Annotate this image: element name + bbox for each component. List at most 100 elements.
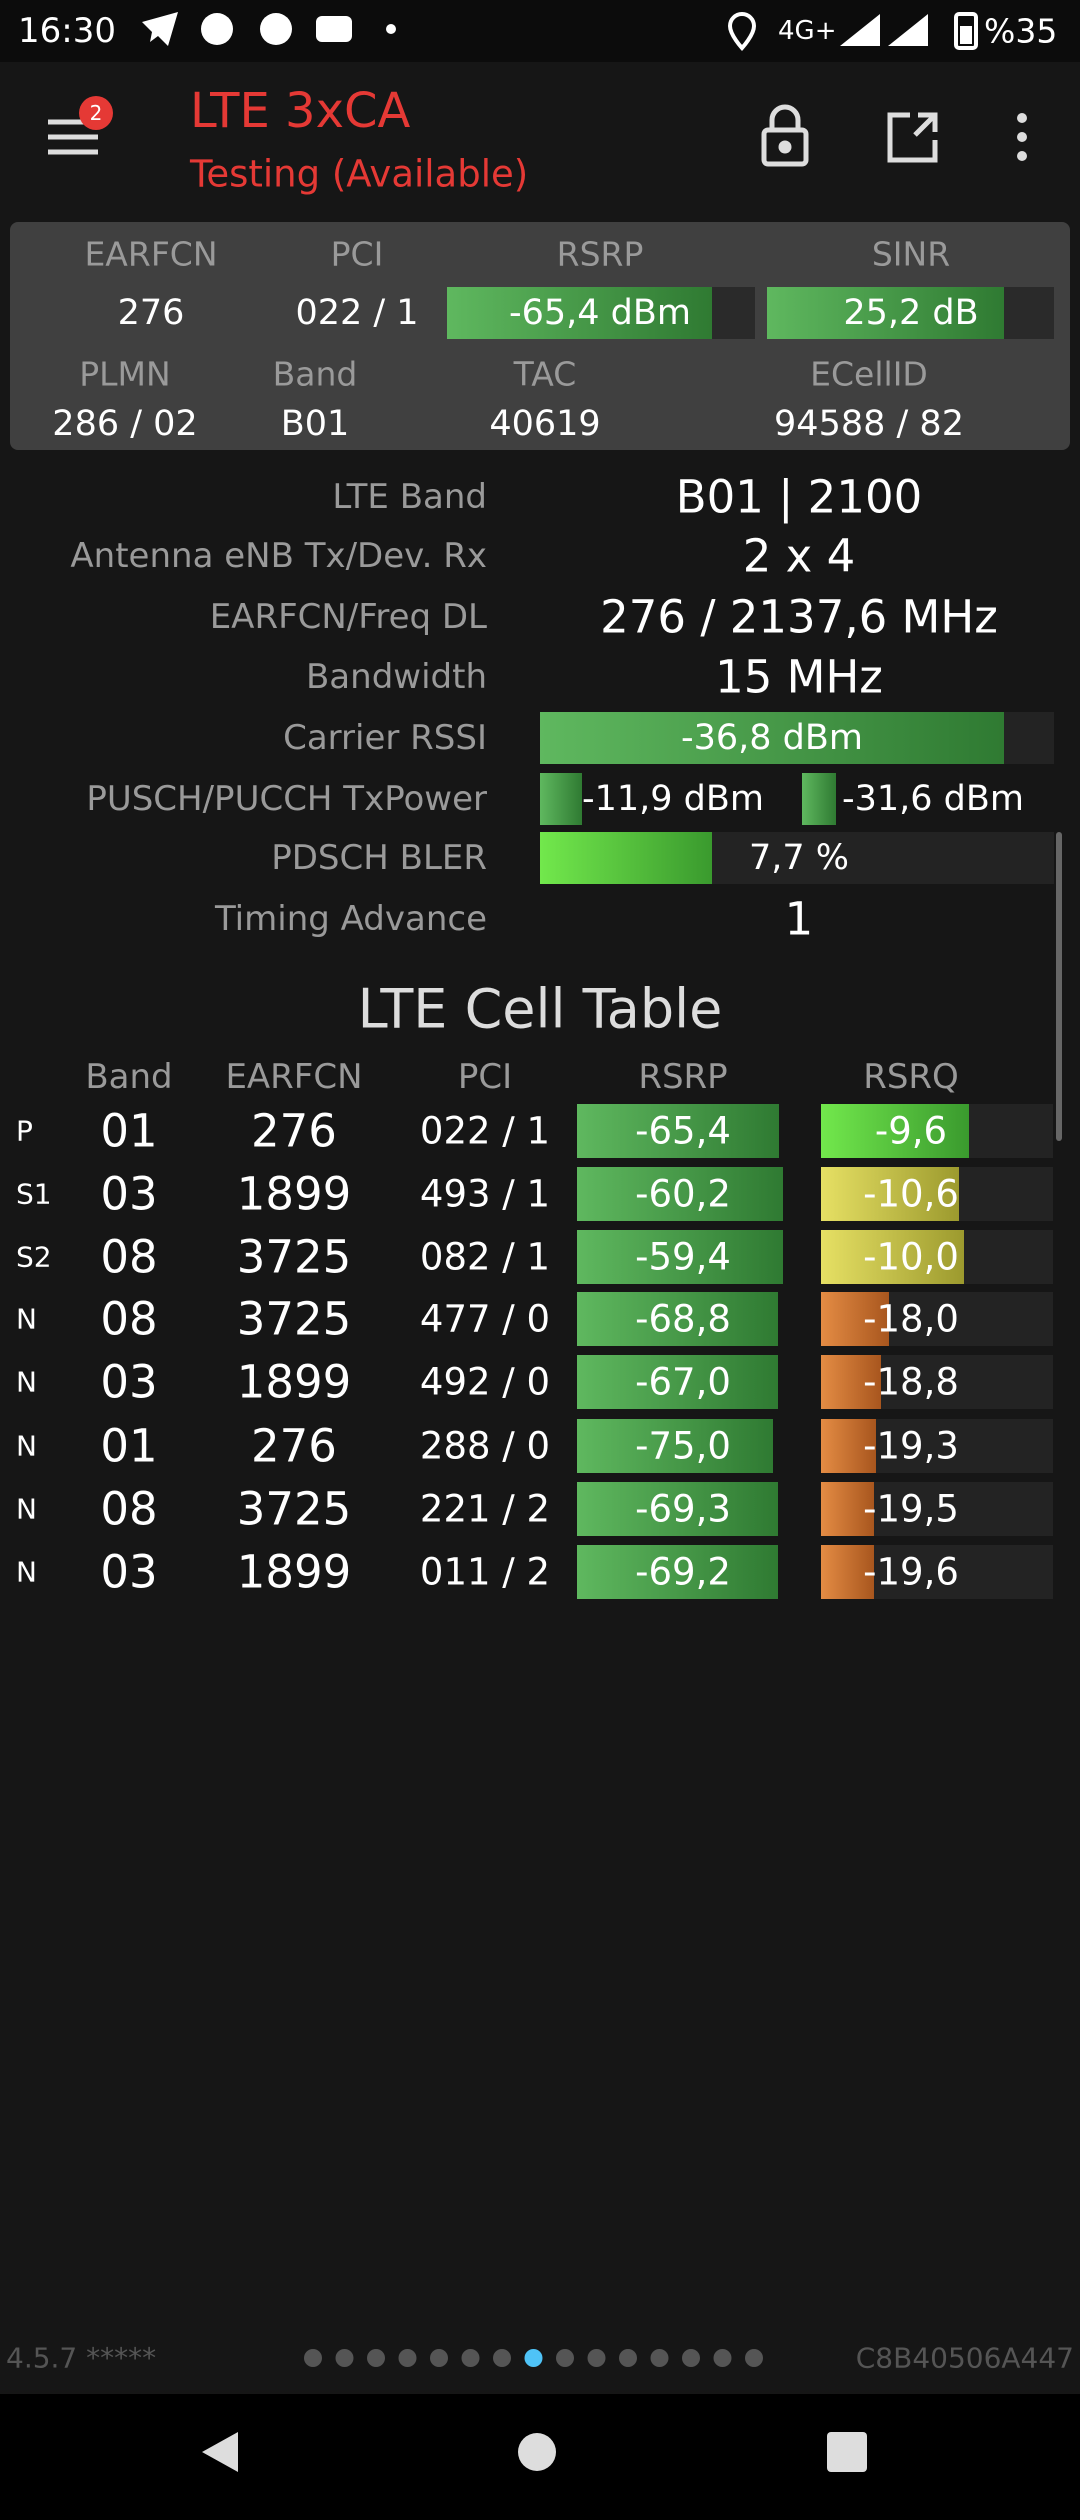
cell-band: 01: [100, 1104, 158, 1158]
summary-value: 25,2 dB: [843, 293, 979, 333]
summary-header: PCI: [330, 234, 384, 274]
rsrp-bar: [577, 1167, 783, 1221]
cell-rsrp: -69,3: [635, 1487, 731, 1531]
column-header: PCI: [457, 1057, 513, 1097]
page-dot[interactable]: [493, 2349, 511, 2367]
summary-value: 40619: [489, 404, 601, 444]
cell-pci: 288 / 0: [419, 1424, 551, 1468]
summary-header: RSRP: [556, 234, 644, 274]
detail-value: -11,9 dBm: [582, 779, 765, 819]
page-dot[interactable]: [367, 2349, 385, 2367]
detail-label: Timing Advance: [214, 899, 487, 939]
page-dot[interactable]: [619, 2349, 637, 2367]
cell-band: 08: [100, 1482, 158, 1536]
page-dot[interactable]: [461, 2349, 480, 2367]
summary-header: TAC: [513, 354, 577, 394]
page-dot[interactable]: [398, 2349, 417, 2367]
detail-label: LTE Band: [332, 477, 487, 517]
cell-rsrp: -75,0: [635, 1424, 731, 1468]
overflow-button[interactable]: [1017, 113, 1027, 161]
rsrp-bar: [577, 1292, 778, 1346]
cell-earfcn: 1899: [236, 1355, 352, 1409]
battery-level: %35: [984, 11, 1058, 51]
detail-value: B01 | 2100: [675, 470, 923, 524]
cell-rsrp: -69,2: [635, 1550, 731, 1594]
version: 4.5.7 *****: [6, 2341, 157, 2375]
sinr-bar: [767, 287, 1004, 339]
detail-value: 276 / 2137,6 MHz: [600, 590, 998, 644]
share-button[interactable]: [887, 112, 938, 163]
lock-button[interactable]: [761, 104, 809, 167]
cell-type: N: [16, 1555, 37, 1589]
app-subtitle: Testing (Available): [190, 152, 529, 196]
summary-header: Band: [272, 354, 358, 394]
pusch-bar: [540, 773, 582, 825]
rsrp-bar: [577, 1355, 778, 1409]
recents-button[interactable]: [827, 2432, 867, 2472]
cell-band: 01: [100, 1419, 158, 1473]
summary-value: 94588 / 82: [774, 404, 964, 444]
detail-value: -31,6 dBm: [842, 779, 1025, 819]
app-title: LTE 3xCA: [190, 83, 411, 139]
page-dot[interactable]: [682, 2349, 700, 2367]
cell-earfcn: 3725: [236, 1230, 352, 1284]
rsrq-bar: [821, 1482, 874, 1536]
cell-type: N: [16, 1492, 37, 1526]
detail-value: 2 x 4: [742, 529, 856, 583]
rsrp-bar: [577, 1230, 783, 1284]
rsrq-bar: [821, 1545, 874, 1599]
page-dot[interactable]: [524, 2349, 543, 2367]
cell-band: 08: [100, 1292, 158, 1346]
table-title: LTE Cell Table: [357, 977, 723, 1041]
page-dot[interactable]: [304, 2349, 322, 2367]
bler-bar: [540, 832, 712, 884]
cell-rsrp: -60,2: [635, 1172, 731, 1216]
cell-band: 03: [100, 1167, 158, 1221]
rsrp-bar: [577, 1419, 773, 1473]
cell-rsrq: -18,0: [863, 1297, 959, 1341]
home-button[interactable]: [518, 2433, 556, 2471]
summary-value: 022 / 1: [295, 293, 419, 333]
detail-value: 15 MHz: [715, 650, 883, 704]
page-dot[interactable]: [430, 2349, 448, 2367]
page-dot[interactable]: [745, 2349, 763, 2367]
column-header: RSRP: [638, 1057, 728, 1097]
cell-pci: 011 / 2: [419, 1550, 551, 1594]
detail-label: Antenna eNB Tx/Dev. Rx: [70, 536, 487, 576]
detail-label: EARFCN/Freq DL: [209, 597, 487, 637]
summary-header: EARFCN: [84, 234, 218, 274]
page-dot[interactable]: [556, 2349, 574, 2367]
cell-earfcn: 276: [251, 1104, 337, 1158]
rsrq-bar: [821, 1104, 969, 1158]
detail-value: 7,7 %: [748, 838, 850, 878]
cell-earfcn: 3725: [236, 1482, 352, 1536]
rsrq-bar: [821, 1419, 876, 1473]
cell-pci: 492 / 0: [419, 1360, 551, 1404]
badge: [79, 96, 113, 130]
device-id: C8B40506A447: [855, 2341, 1074, 2375]
cell-pci: 082 / 1: [419, 1235, 551, 1279]
column-header: EARFCN: [225, 1057, 363, 1097]
detail-value: 1: [784, 892, 814, 946]
summary-header: SINR: [871, 234, 951, 274]
detail-label: PDSCH BLER: [271, 838, 487, 878]
network-type: 4G+: [778, 16, 837, 46]
column-header: Band: [85, 1057, 173, 1097]
cell-rsrq: -18,8: [863, 1360, 959, 1404]
page-dot[interactable]: [335, 2349, 354, 2367]
cell-rsrp: -65,4: [635, 1109, 731, 1153]
rsrq-bar: [821, 1355, 881, 1409]
cell-rsrq: -9,6: [874, 1109, 948, 1153]
cell-earfcn: 1899: [236, 1545, 352, 1599]
cell-type: S1: [16, 1177, 52, 1211]
cell-band: 03: [100, 1355, 158, 1409]
page-dot[interactable]: [587, 2349, 606, 2367]
page-dot[interactable]: [650, 2349, 669, 2367]
back-button[interactable]: [202, 2432, 238, 2472]
cell-pci: 221 / 2: [419, 1487, 551, 1531]
cell-type: S2: [16, 1240, 52, 1274]
rsrq-bar: [821, 1167, 959, 1221]
summary-value: -65,4 dBm: [508, 293, 692, 333]
page-dot[interactable]: [713, 2349, 732, 2367]
